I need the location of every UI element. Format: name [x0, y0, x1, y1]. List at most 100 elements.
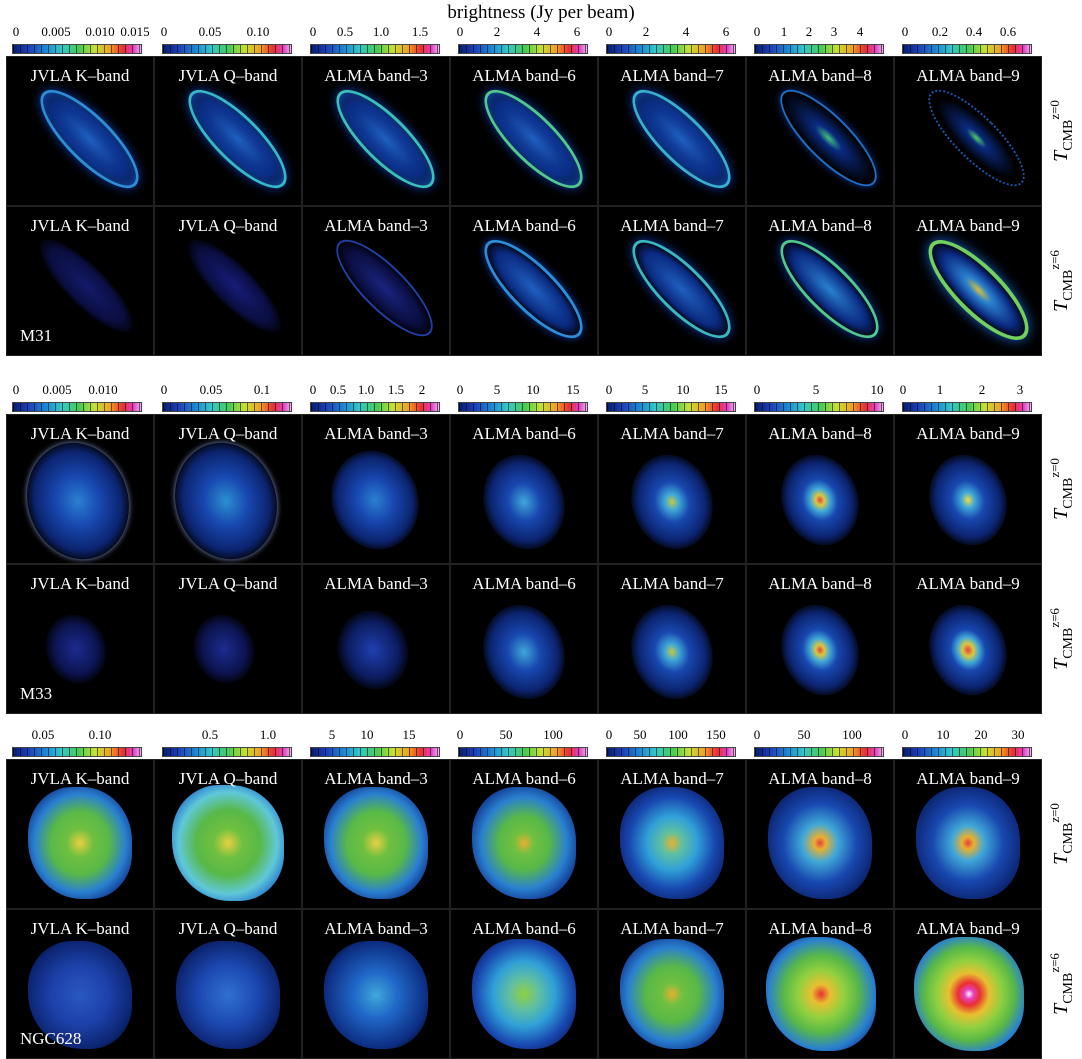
map-panel: ALMA band–6 [450, 56, 598, 206]
band-label: ALMA band–6 [472, 919, 576, 938]
band-label: ALMA band–9 [916, 919, 1020, 938]
tick: 10 [870, 382, 884, 397]
tick: 5 [328, 727, 336, 742]
map-panel: ALMA band–3 [302, 759, 450, 909]
tick: 10 [936, 727, 950, 742]
galaxy-image [36, 606, 116, 692]
map-panel: ALMA band–8 [746, 206, 894, 356]
tick: 100 [543, 727, 563, 742]
map-panel: ALMA band–3 [302, 564, 450, 714]
map-panel: ALMA band–9 [894, 564, 1042, 714]
band-label: ALMA band–3 [324, 66, 428, 85]
band-label: ALMA band–6 [472, 424, 576, 443]
row-label-z0: TCMBz=0 [1047, 458, 1076, 520]
colorbar [458, 44, 588, 54]
tick: 0 [605, 727, 613, 742]
galaxy-image [323, 226, 446, 350]
tick: 0.05 [31, 727, 55, 742]
galaxy-image [619, 443, 725, 561]
colorbar [12, 402, 142, 412]
band-label: JVLA K–band [30, 424, 130, 443]
colorbar [902, 747, 1032, 757]
tick: 0.010 [85, 24, 115, 39]
galaxy-image [324, 941, 428, 1049]
band-label: ALMA band–8 [768, 574, 872, 593]
map-panel: ALMA band–7 [598, 909, 746, 1059]
band-label: ALMA band–9 [916, 424, 1020, 443]
row-label-z6: TCMBz=6 [1047, 608, 1076, 670]
map-panel: ALMA band–8 [746, 56, 894, 206]
map-panel: ALMA band–9 [894, 909, 1042, 1059]
tick: 4 [533, 24, 541, 39]
band-label: JVLA K–band [30, 66, 130, 85]
band-label: JVLA K–band [30, 769, 130, 788]
tick: 0 [899, 382, 907, 397]
tick: 0 [753, 727, 761, 742]
row-label-z0: TCMBz=0 [1047, 803, 1076, 865]
colorbar [754, 747, 884, 757]
map-panel: ALMA band–6 [450, 564, 598, 714]
tick: 0.10 [88, 727, 112, 742]
tick: 1.0 [357, 382, 375, 397]
tick: 1 [936, 382, 944, 397]
band-label: ALMA band–8 [768, 424, 872, 443]
galaxy-image [318, 439, 432, 561]
galaxy-image [769, 594, 871, 706]
colorbar [162, 44, 292, 54]
galaxy-image [917, 594, 1019, 706]
tick: 3 [830, 24, 838, 39]
map-panel: ALMA band–3 [302, 414, 450, 564]
galaxy-image [26, 76, 153, 202]
tick: 4 [856, 24, 864, 39]
tick: 6 [573, 24, 581, 39]
galaxy-image [620, 939, 724, 1049]
band-label: ALMA band–9 [916, 574, 1020, 593]
map-panel: ALMA band–6 [450, 909, 598, 1059]
galaxy-block-m31: 0 0.005 0.010 0.015 0 0.05 0.10 0 0.5 1.… [0, 24, 1082, 369]
band-label: JVLA Q–band [178, 66, 278, 85]
tick: 0.005 [42, 382, 72, 397]
map-panel: ALMA band–8 [746, 564, 894, 714]
tick: 0.2 [931, 24, 949, 39]
tick: 1.5 [411, 24, 429, 39]
colorbar [458, 402, 588, 412]
galaxy-image [618, 226, 745, 352]
tick: 0.015 [120, 24, 150, 39]
tick: 1.5 [387, 382, 405, 397]
galaxy-image [917, 444, 1019, 556]
tick: 0 [309, 24, 317, 39]
band-label: ALMA band–7 [620, 769, 724, 788]
tick: 0.05 [198, 24, 222, 39]
map-panel: JVLA K–band M33 [6, 564, 154, 714]
tick: 0 [456, 24, 464, 39]
tick: 50 [499, 727, 513, 742]
band-label: ALMA band–6 [472, 574, 576, 593]
band-label: ALMA band–3 [324, 574, 428, 593]
galaxy-image [322, 76, 449, 202]
band-label: JVLA K–band [30, 919, 130, 938]
galaxy-block-m33: 0 0.005 0.010 0 0.05 0.1 0 0.5 1.0 1.5 2… [0, 382, 1082, 714]
panel-grid-ngc628: JVLA K–band JVLA Q–band ALMA band–3 ALMA… [6, 759, 1042, 1059]
tick: 0.010 [88, 382, 118, 397]
map-panel: JVLA Q–band [154, 206, 302, 356]
tick: 0.10 [246, 24, 270, 39]
band-label: ALMA band–9 [916, 769, 1020, 788]
band-label: JVLA Q–band [178, 769, 278, 788]
tick: 0.5 [336, 24, 354, 39]
galaxy-name: M31 [20, 326, 53, 345]
tick: 15 [566, 382, 580, 397]
galaxy-image [915, 76, 1038, 200]
map-panel: JVLA Q–band [154, 56, 302, 206]
colorbar [606, 44, 736, 54]
tick: 10 [676, 382, 690, 397]
map-panel: JVLA Q–band [154, 909, 302, 1059]
tick: 100 [668, 727, 688, 742]
tick: 0.5 [201, 727, 219, 742]
map-panel: ALMA band–9 [894, 414, 1042, 564]
galaxy-name: NGC628 [20, 1029, 82, 1048]
tick: 0 [456, 727, 464, 742]
map-panel: ALMA band–8 [746, 909, 894, 1059]
tick: 6 [722, 24, 730, 39]
band-label: ALMA band–6 [472, 66, 576, 85]
galaxy-image [766, 226, 893, 352]
